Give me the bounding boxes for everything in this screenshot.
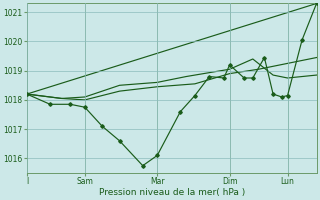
X-axis label: Pression niveau de la mer( hPa ): Pression niveau de la mer( hPa ) bbox=[99, 188, 245, 197]
